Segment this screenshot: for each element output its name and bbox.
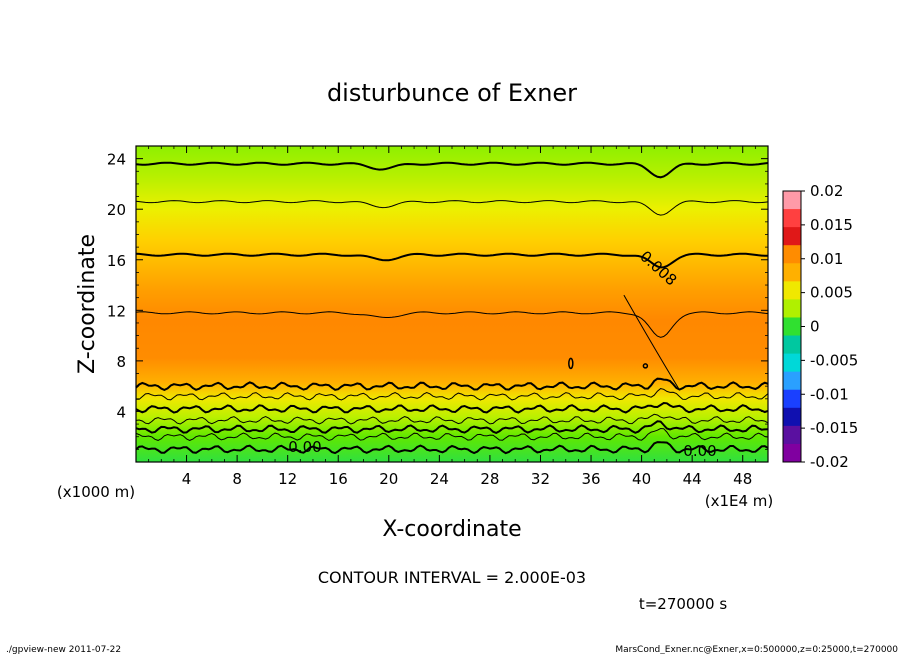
colorbar-label-4: 0 (810, 318, 820, 336)
colorbar-segment-6 (783, 299, 801, 318)
colorbar-label-3: 0.005 (810, 284, 853, 302)
contour-line-9 (135, 200, 769, 216)
colorbar-segment-9 (783, 353, 801, 373)
x-axis-label: X-coordinate (382, 517, 521, 542)
y-axis: 4 8 12 16 20 24 (107, 151, 768, 450)
footer-right: MarsCond_Exner.nc@Exner,x=0:500000,z=0:2… (615, 645, 898, 654)
y-tick-label-0: 4 (116, 403, 126, 421)
x-unit-label: (x1E4 m) (705, 492, 774, 510)
colorbar-label-5: -0.005 (810, 351, 858, 369)
x-tick-label-9: 40 (632, 470, 651, 488)
contour-line-8 (135, 252, 768, 269)
x-tick-label-8: 36 (581, 470, 600, 488)
colorbar-label-2: 0.01 (810, 250, 843, 268)
x-axis: 4 8 12 16 20 24 28 32 36 40 44 48 (148, 146, 756, 488)
contour-line-2 (135, 420, 769, 434)
contour-interval-text: CONTOUR INTERVAL = 2.000E-03 (318, 568, 586, 587)
contour-line-3 (135, 413, 769, 425)
colorbar-segment-11 (783, 389, 801, 409)
contour-line-4 (135, 401, 769, 414)
contour-line-6 (135, 377, 769, 391)
colorbar-segment-4 (783, 263, 801, 282)
contour-line-7 (135, 311, 769, 338)
colorbar (782, 190, 802, 463)
colorbar-segment-14 (783, 443, 801, 463)
colorbar-segment-0 (783, 191, 801, 210)
contour-closed-0 (568, 357, 574, 370)
colorbar-label-1: 0.015 (810, 216, 853, 234)
colorbar-segment-10 (783, 371, 801, 391)
x-tick-label-2: 12 (278, 470, 297, 488)
colorbar-segment-13 (783, 425, 801, 445)
y-tick-label-4: 20 (107, 201, 126, 219)
colorbar-segment-7 (783, 317, 801, 337)
colorbar-segment-8 (783, 335, 801, 355)
colorbar-segment-3 (783, 245, 801, 264)
contour-line-10 (135, 161, 769, 179)
y-unit-label: (x1000 m) (57, 483, 135, 501)
contour-label-1: 0.00 (683, 442, 716, 460)
x-tick-label-5: 24 (430, 470, 449, 488)
contour-lines (135, 161, 769, 455)
colorbar-segment-1 (783, 209, 801, 228)
contour-line-5 (135, 388, 769, 401)
colorbar-label-8: -0.02 (810, 453, 849, 471)
x-tick-label-0: 4 (182, 470, 192, 488)
time-label: t=270000 s (639, 595, 727, 613)
contour-line-cross (623, 294, 680, 391)
colorbar-ticks: 0.02 0.015 0.01 0.005 0 -0.005 -0.01 -0.015 -0.0… (801, 182, 858, 471)
x-tick-label-6: 28 (480, 470, 499, 488)
x-tick-label-1: 8 (232, 470, 242, 488)
contour-closed-1 (642, 363, 649, 369)
colorbar-segment-5 (783, 281, 801, 300)
chart-title: disturbunce of Exner (327, 79, 577, 107)
colorbar-segment-2 (783, 227, 801, 246)
contour-field (136, 146, 768, 462)
y-tick-label-3: 16 (107, 252, 126, 270)
colorbar-label-6: -0.01 (810, 385, 849, 403)
y-axis-label: Z-coordinate (75, 234, 100, 374)
y-tick-label-1: 8 (116, 353, 126, 371)
x-tick-label-11: 48 (733, 470, 752, 488)
y-tick-label-5: 24 (107, 151, 126, 169)
x-tick-label-10: 44 (683, 470, 702, 488)
x-tick-label-7: 32 (531, 470, 550, 488)
x-tick-label-3: 16 (329, 470, 348, 488)
contour-line-1 (135, 427, 769, 441)
x-tick-label-4: 20 (379, 470, 398, 488)
colorbar-label-0: 0.02 (810, 182, 843, 200)
colorbar-segment-12 (783, 407, 801, 427)
colorbar-label-7: -0.015 (810, 419, 858, 437)
footer-left: ./gpview-new 2011-07-22 (6, 645, 121, 654)
plot-area (135, 145, 769, 463)
contour-label-0: 0.00 (288, 438, 321, 456)
contour-line-0 (135, 441, 769, 455)
y-tick-label-2: 12 (107, 302, 126, 320)
